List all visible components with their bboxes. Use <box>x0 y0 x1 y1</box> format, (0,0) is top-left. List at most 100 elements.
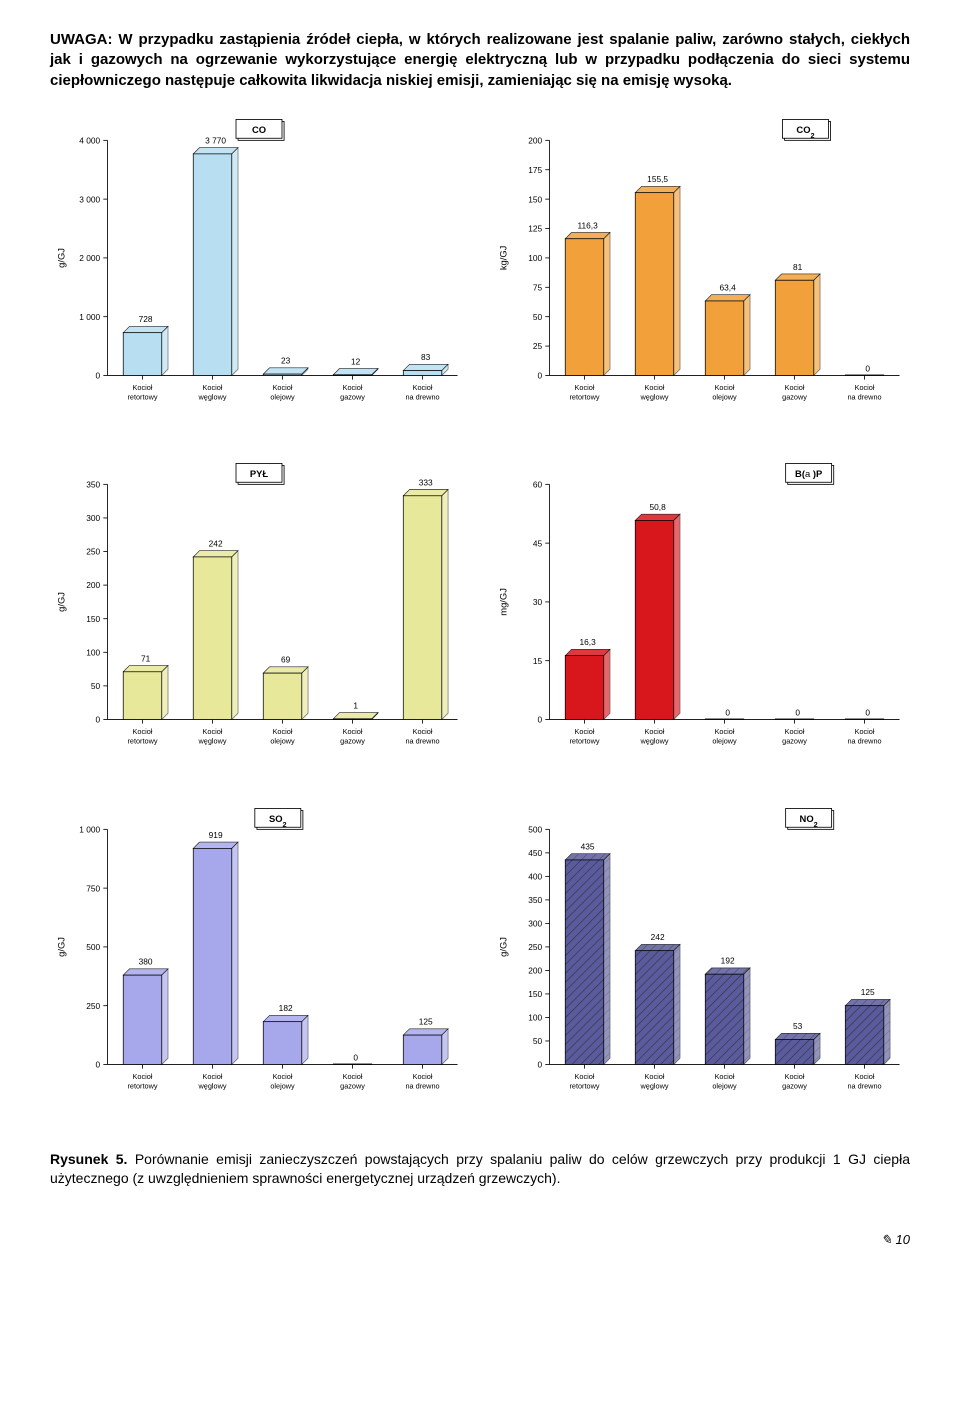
page-icon: ✎ <box>881 1232 892 1247</box>
chart-pyl: 05010015020025030035071Kociołretortowy24… <box>50 453 468 787</box>
svg-text:60: 60 <box>533 480 543 490</box>
svg-text:50: 50 <box>533 312 543 322</box>
svg-text:węglowy: węglowy <box>640 392 669 401</box>
svg-text:węglowy: węglowy <box>198 737 227 746</box>
svg-text:g/GJ: g/GJ <box>56 937 67 957</box>
svg-text:175: 175 <box>528 165 542 175</box>
figure-caption: Rysunek 5. Porównanie emisji zanieczyszc… <box>50 1150 910 1188</box>
svg-text:Kocioł: Kocioł <box>785 1072 805 1081</box>
svg-text:retortowy: retortowy <box>127 1081 157 1090</box>
caption-body: Porównanie emisji zanieczyszczeń powstaj… <box>50 1151 910 1186</box>
svg-text:3 000: 3 000 <box>79 194 100 204</box>
svg-text:g/GJ: g/GJ <box>56 248 67 268</box>
svg-text:Kocioł: Kocioł <box>715 727 735 736</box>
svg-text:gazowy: gazowy <box>782 737 807 746</box>
svg-text:olejowy: olejowy <box>712 737 737 746</box>
svg-text:Kocioł: Kocioł <box>715 1072 735 1081</box>
svg-text:Kocioł: Kocioł <box>575 383 595 392</box>
svg-text:0: 0 <box>865 363 870 373</box>
svg-text:150: 150 <box>528 989 542 999</box>
svg-text:50,8: 50,8 <box>650 502 667 512</box>
intro-paragraph: UWAGA: W przypadku zastąpienia źródeł ci… <box>50 30 910 91</box>
svg-text:0: 0 <box>538 1059 543 1069</box>
svg-text:Kocioł: Kocioł <box>343 1072 363 1081</box>
svg-text:na drewno: na drewno <box>847 392 881 401</box>
charts-grid: 01 0002 0003 0004 000728Kociołretortowy3… <box>50 109 910 1132</box>
svg-text:2 000: 2 000 <box>79 253 100 263</box>
svg-text:olejowy: olejowy <box>712 1081 737 1090</box>
svg-text:155,5: 155,5 <box>647 174 668 184</box>
svg-text:30: 30 <box>533 597 543 607</box>
svg-text:Kocioł: Kocioł <box>133 1072 153 1081</box>
svg-text:retortowy: retortowy <box>569 737 599 746</box>
svg-text:500: 500 <box>86 942 100 952</box>
svg-text:81: 81 <box>793 262 803 272</box>
svg-text:75: 75 <box>533 282 543 292</box>
svg-text:23: 23 <box>281 355 291 365</box>
svg-text:69: 69 <box>281 655 291 665</box>
svg-text:Kocioł: Kocioł <box>575 727 595 736</box>
svg-text:retortowy: retortowy <box>569 392 599 401</box>
svg-text:300: 300 <box>528 918 542 928</box>
svg-text:gazowy: gazowy <box>340 737 365 746</box>
svg-text:Kocioł: Kocioł <box>133 383 153 392</box>
svg-text:500: 500 <box>528 824 542 834</box>
svg-text:0: 0 <box>795 707 800 717</box>
svg-text:15: 15 <box>533 656 543 666</box>
svg-text:380: 380 <box>139 956 153 966</box>
svg-text:728: 728 <box>139 314 153 324</box>
chart-co2: 0255075100125150175200116,3Kociołretorto… <box>492 109 910 443</box>
svg-text:olejowy: olejowy <box>270 1081 295 1090</box>
svg-text:Kocioł: Kocioł <box>645 727 665 736</box>
svg-text:gazowy: gazowy <box>340 392 365 401</box>
svg-text:węglowy: węglowy <box>198 1081 227 1090</box>
svg-text:retortowy: retortowy <box>127 392 157 401</box>
svg-text:0: 0 <box>353 1052 358 1062</box>
svg-text:g/GJ: g/GJ <box>498 937 509 957</box>
svg-text:na drewno: na drewno <box>847 737 881 746</box>
svg-text:300: 300 <box>86 513 100 523</box>
svg-text:4 000: 4 000 <box>79 135 100 145</box>
svg-text:kg/GJ: kg/GJ <box>498 245 509 270</box>
svg-text:200: 200 <box>86 580 100 590</box>
svg-text:węglowy: węglowy <box>640 737 669 746</box>
svg-text:Kocioł: Kocioł <box>855 383 875 392</box>
svg-text:gazowy: gazowy <box>782 392 807 401</box>
svg-text:węglowy: węglowy <box>640 1081 669 1090</box>
svg-text:63,4: 63,4 <box>720 282 737 292</box>
svg-text:400: 400 <box>528 871 542 881</box>
svg-text:na drewno: na drewno <box>405 392 439 401</box>
svg-text:125: 125 <box>528 223 542 233</box>
svg-text:242: 242 <box>209 539 223 549</box>
svg-text:Kocioł: Kocioł <box>343 727 363 736</box>
svg-text:100: 100 <box>528 253 542 263</box>
svg-text:Kocioł: Kocioł <box>203 1072 223 1081</box>
chart-co: 01 0002 0003 0004 000728Kociołretortowy3… <box>50 109 468 443</box>
svg-text:Kocioł: Kocioł <box>413 383 433 392</box>
svg-text:125: 125 <box>861 987 875 997</box>
svg-text:1: 1 <box>353 700 358 710</box>
svg-text:Kocioł: Kocioł <box>203 727 223 736</box>
svg-text:olejowy: olejowy <box>270 737 295 746</box>
svg-text:182: 182 <box>279 1003 293 1013</box>
svg-text:50: 50 <box>91 681 101 691</box>
svg-text:Kocioł: Kocioł <box>203 383 223 392</box>
caption-lead: Rysunek 5. <box>50 1151 127 1167</box>
chart-no2: 050100150200250300350400450500435Kociołr… <box>492 798 910 1132</box>
svg-text:Kocioł: Kocioł <box>273 727 293 736</box>
svg-text:350: 350 <box>86 480 100 490</box>
svg-text:0: 0 <box>96 1059 101 1069</box>
svg-text:150: 150 <box>528 194 542 204</box>
svg-text:Kocioł: Kocioł <box>645 383 665 392</box>
page-number: ✎ 10 <box>50 1202 910 1248</box>
svg-text:100: 100 <box>528 1012 542 1022</box>
svg-text:g/GJ: g/GJ <box>56 592 67 612</box>
svg-text:B(a )P: B(a )P <box>795 468 822 479</box>
svg-text:Kocioł: Kocioł <box>715 383 735 392</box>
svg-text:200: 200 <box>528 135 542 145</box>
svg-text:Kocioł: Kocioł <box>785 727 805 736</box>
chart-so2: 02505007501 000380Kociołretortowy919Koci… <box>50 798 468 1132</box>
svg-text:0: 0 <box>865 707 870 717</box>
svg-text:192: 192 <box>721 955 735 965</box>
svg-text:3 770: 3 770 <box>205 135 226 145</box>
